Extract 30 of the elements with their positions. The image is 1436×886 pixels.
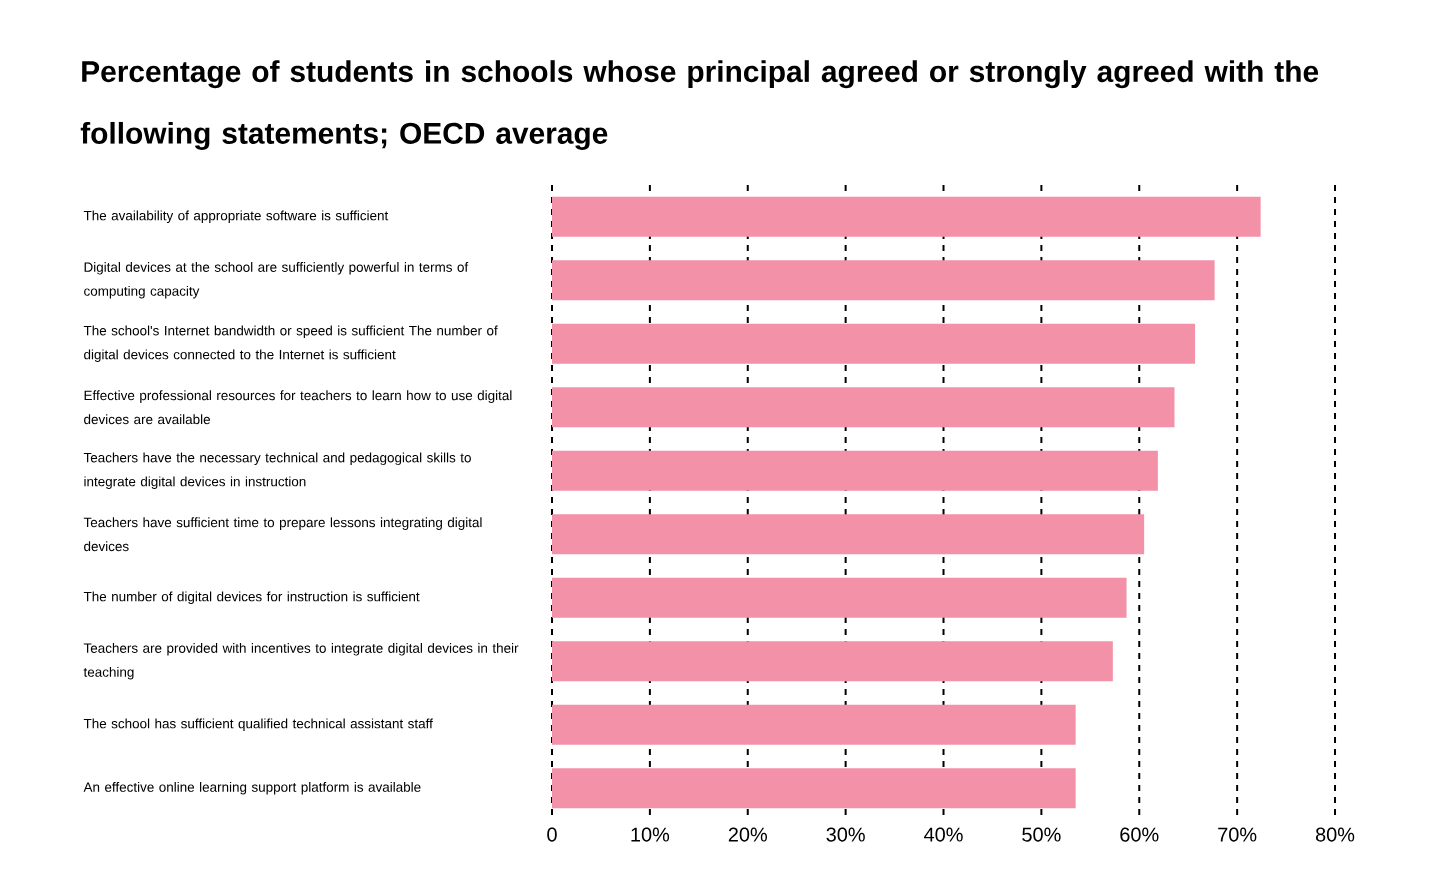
x-tick-label: 40% xyxy=(924,827,963,842)
chart-title: Percentage of students in schools whose principal agreed or strongly agreed with the following statements; OECD average xyxy=(80,60,1319,150)
x-tick-label: 50% xyxy=(1022,827,1061,842)
y-tick-label: Teachers have sufficient time to prepare lessons integrating digital devices xyxy=(83,517,482,552)
bar xyxy=(552,704,1076,745)
x-tick-label: 30% xyxy=(826,827,865,842)
bar xyxy=(552,577,1127,618)
bar xyxy=(552,768,1076,809)
x-tick-label: 80% xyxy=(1315,827,1355,842)
bar xyxy=(552,387,1175,428)
x-tick-label: 10% xyxy=(631,827,670,842)
y-tick-label: Teachers are provided with incentives to integrate digital devices in their teaching xyxy=(83,643,519,680)
y-tick-label: Teachers have the necessary technical and pedagogical skills to integrate digital devices in instruction xyxy=(83,452,471,489)
x-tick-label: 20% xyxy=(728,827,767,842)
x-tick-label: 70% xyxy=(1218,827,1257,842)
y-tick-label: The availability of appropriate software is sufficient xyxy=(83,210,389,224)
bar xyxy=(552,450,1158,491)
y-tick-label: An effective online learning support platform is available xyxy=(83,781,421,795)
bar xyxy=(552,196,1261,237)
bar xyxy=(552,641,1113,682)
bar xyxy=(552,260,1215,301)
x-tick-label: 0 xyxy=(547,827,557,842)
y-tick-label: The number of digital devices for instruction is sufficient xyxy=(83,591,420,605)
bar xyxy=(552,323,1196,364)
y-tick-label: Digital devices at the school are sufficiently powerful in terms of computing capacity xyxy=(84,262,469,299)
y-tick-label: Effective professional resources for teachers to learn how to use digital devices are available xyxy=(84,390,512,425)
x-tick-label: 60% xyxy=(1120,827,1159,842)
y-tick-label: The school's Internet bandwidth or speed is sufficient The number of digital devices connected to the Internet is sufficient xyxy=(83,325,498,362)
y-tick-label: The school has sufficient qualified technical assistant staff xyxy=(83,718,433,732)
bar xyxy=(552,514,1145,555)
